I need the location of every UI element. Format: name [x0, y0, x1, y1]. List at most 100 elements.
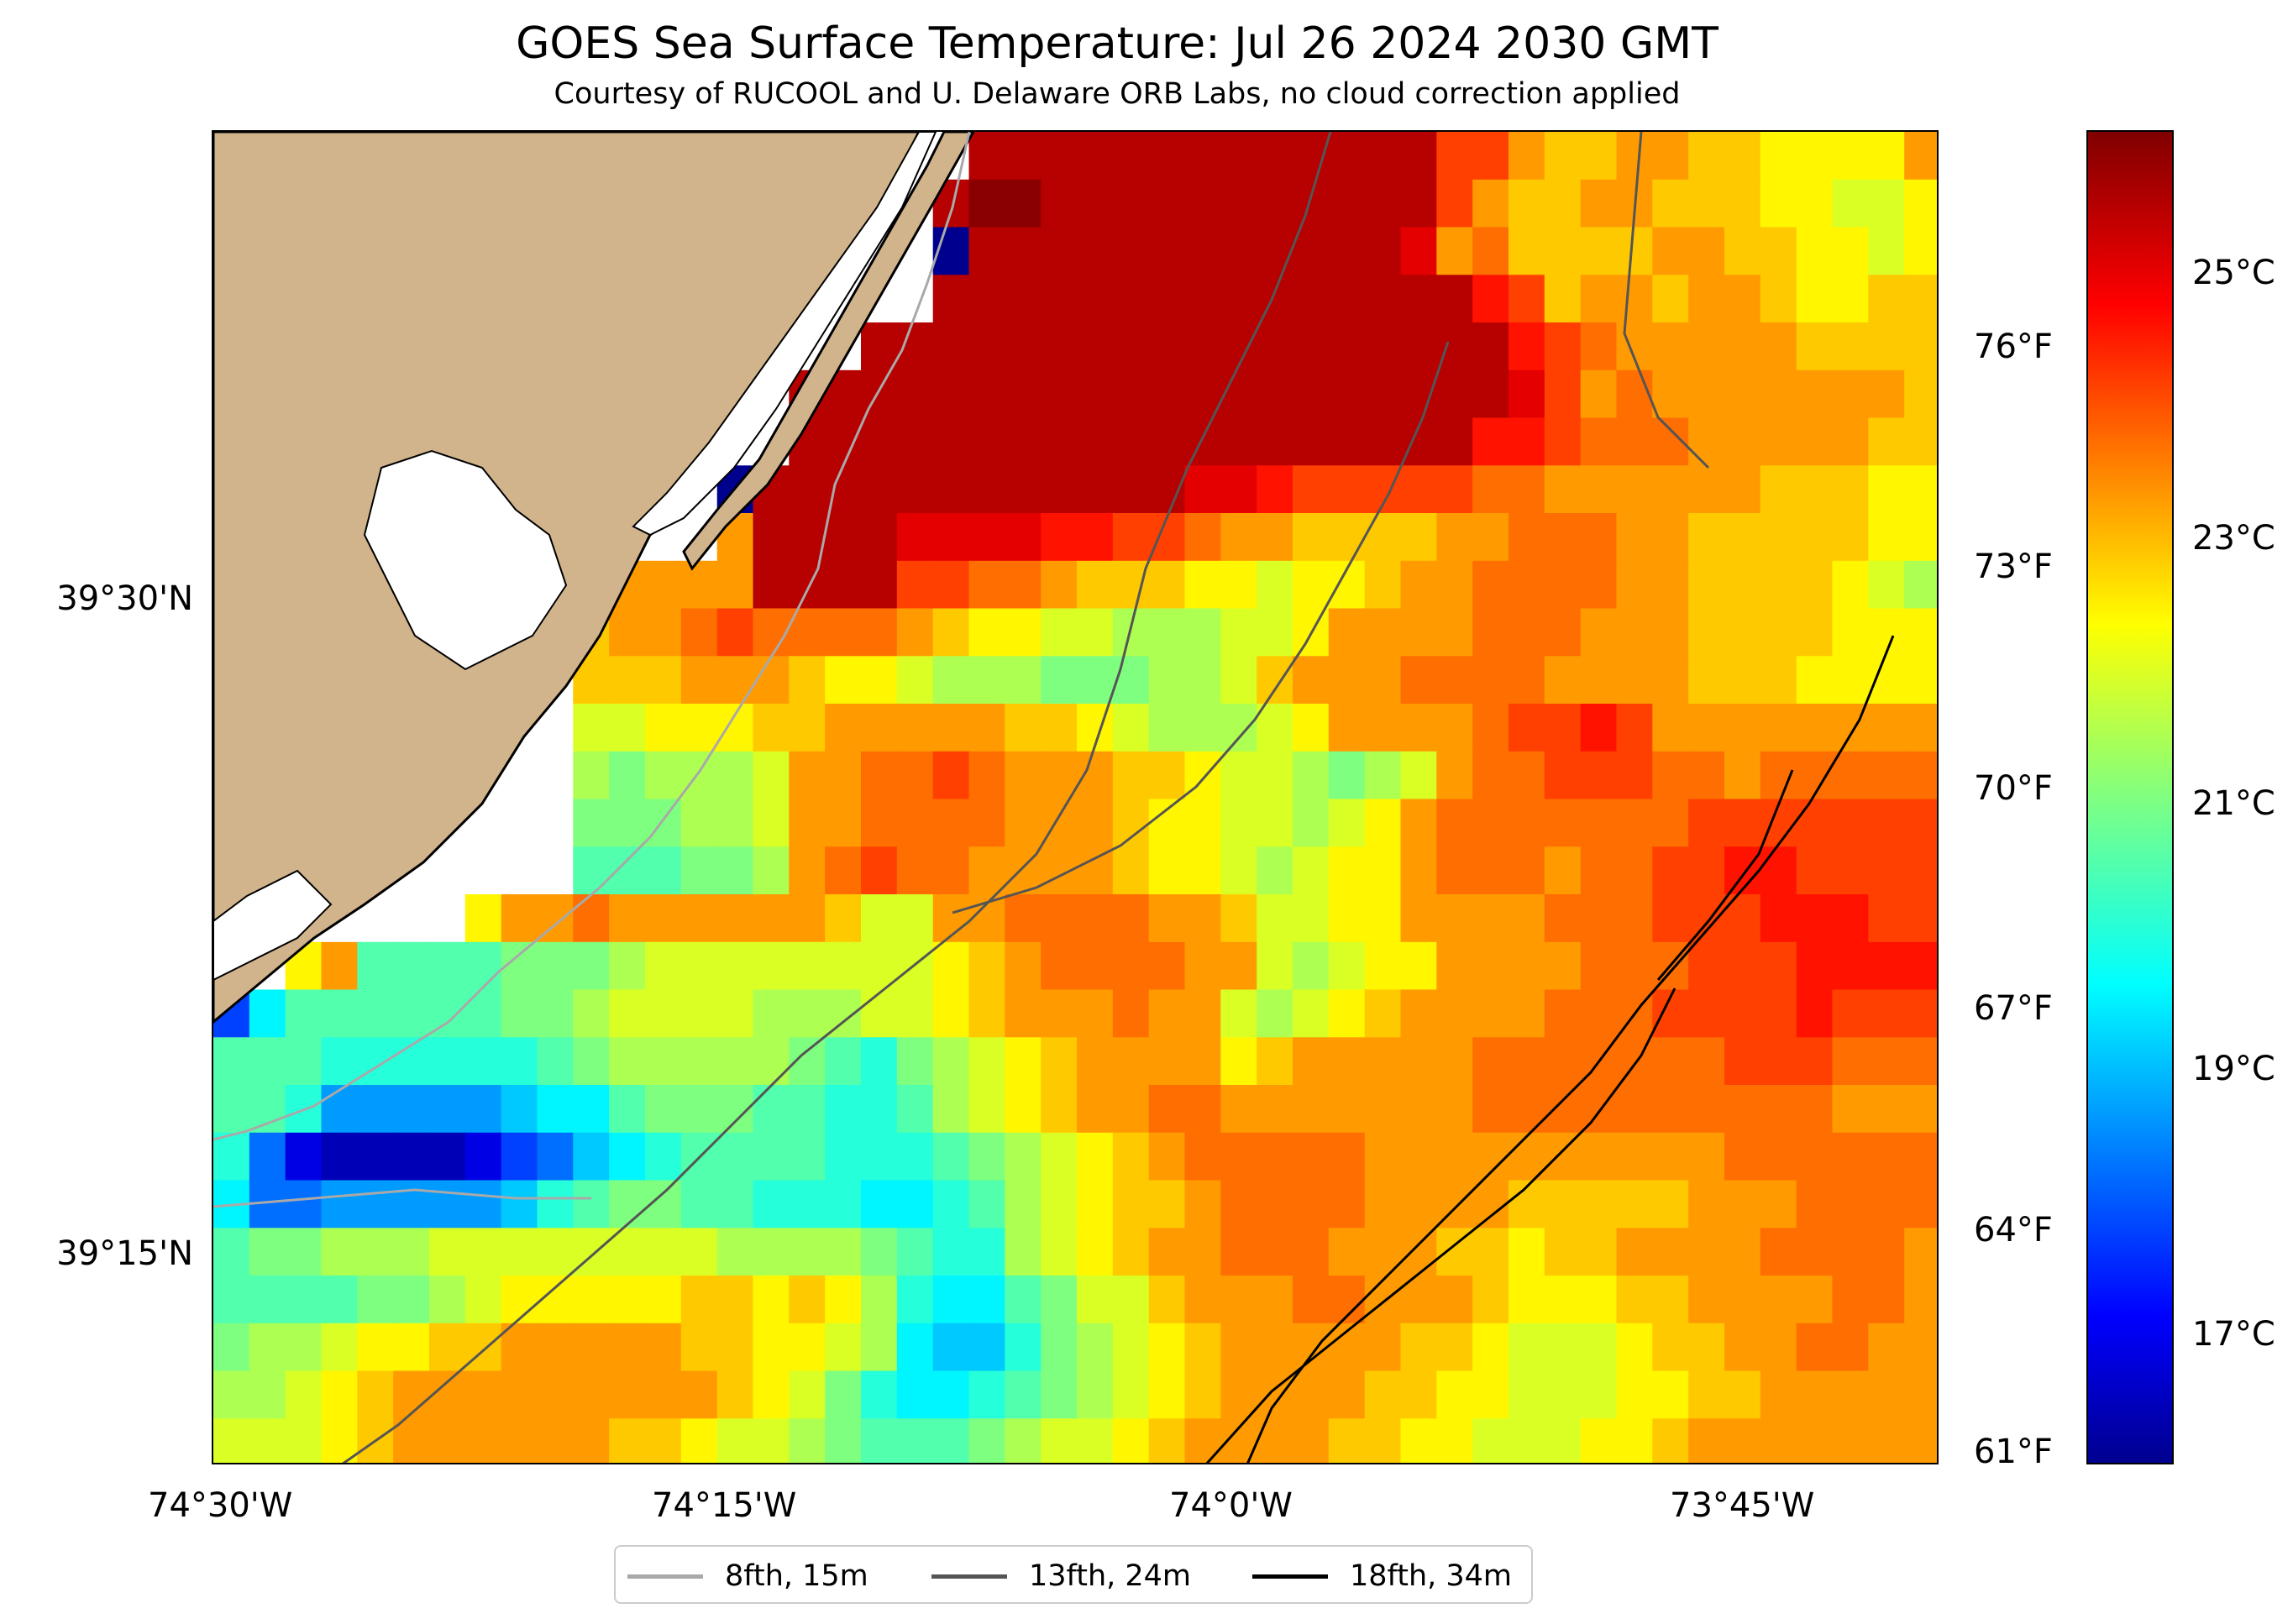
sst-cell [1724, 1323, 1761, 1372]
sst-cell [1184, 465, 1222, 514]
sst-cell [393, 1323, 430, 1372]
sst-cell [249, 1228, 286, 1276]
sst-cell [1257, 560, 1293, 610]
sst-cell [1112, 1037, 1150, 1086]
sst-cell [357, 1276, 394, 1324]
sst-cell [1832, 1370, 1870, 1419]
sst-cell [680, 1037, 718, 1086]
sst-cell [1509, 1037, 1545, 1086]
sst-cell [825, 513, 862, 562]
sst-cell [1400, 989, 1438, 1038]
sst-cell [429, 1228, 466, 1276]
sst-cell [1148, 417, 1186, 466]
sst-cell [645, 846, 682, 895]
sst-cell [1364, 179, 1402, 228]
sst-cell [1652, 608, 1689, 657]
sst-cell [968, 1037, 1006, 1086]
sst-cell [1293, 1418, 1330, 1463]
sst-cell [1148, 1037, 1186, 1086]
sst-cell [716, 1276, 754, 1324]
sst-cell [249, 1418, 286, 1463]
sst-cell [285, 1370, 323, 1419]
sst-cell [1293, 1180, 1330, 1228]
sst-cell [1724, 1132, 1761, 1181]
sst-cell [1580, 369, 1618, 419]
sst-cell [1796, 1180, 1834, 1228]
contour-legend: 8fth, 15m 13fth, 24m 18fth, 34m [614, 1545, 1533, 1604]
sst-cell [1796, 513, 1834, 562]
sst-cell [1328, 513, 1366, 562]
sst-cell [1616, 275, 1654, 323]
sst-cell [1293, 846, 1330, 895]
sst-cell [968, 179, 1006, 228]
sst-cell [1436, 941, 1473, 991]
sst-cell [1724, 465, 1761, 514]
sst-cell [573, 1085, 610, 1134]
sst-cell [1364, 1037, 1402, 1086]
sst-cell [753, 1228, 790, 1276]
sst-cell [1652, 1132, 1689, 1181]
sst-cell [645, 894, 682, 943]
sst-cell [1832, 513, 1870, 562]
sst-cell [1364, 941, 1402, 991]
sst-cell [1112, 322, 1150, 371]
sst-cell [1257, 179, 1293, 228]
sst-cell [1184, 1276, 1222, 1324]
sst-cell [1832, 799, 1870, 847]
sst-cell [429, 1180, 466, 1228]
sst-cell [825, 751, 862, 800]
sst-cell [1005, 1276, 1042, 1324]
sst-cell [1220, 894, 1257, 943]
lon-tick-label: 73°45'W [1670, 1486, 1815, 1525]
sst-cell [896, 846, 934, 895]
sst-cell [1041, 1276, 1078, 1324]
sst-cell [1364, 1276, 1402, 1324]
sst-cell [1328, 846, 1366, 895]
sst-cell [1436, 1085, 1473, 1134]
sst-cell [464, 894, 502, 943]
sst-cell [1293, 704, 1330, 752]
sst-cell [1293, 322, 1330, 371]
sst-cell [1293, 941, 1330, 991]
sst-cell [1364, 846, 1402, 895]
sst-map[interactable] [212, 130, 1939, 1464]
sst-cell [1580, 799, 1618, 847]
sst-cell [861, 1037, 898, 1086]
sst-cell [1544, 799, 1582, 847]
sst-cell [1112, 179, 1150, 228]
sst-cell [1904, 1037, 1937, 1086]
sst-cell [1436, 751, 1473, 800]
sst-cell [1832, 417, 1870, 466]
sst-cell [1077, 465, 1114, 514]
sst-cell [1544, 275, 1582, 323]
sst-cell [1112, 513, 1150, 562]
sst-cell [1005, 1132, 1042, 1181]
sst-cell [1328, 989, 1366, 1038]
sst-cell [285, 1418, 323, 1463]
sst-cell [861, 417, 898, 466]
sst-cell [1868, 1370, 1905, 1419]
sst-cell [1364, 656, 1402, 705]
sst-cell [1509, 369, 1545, 419]
sst-cell [896, 1418, 934, 1463]
sst-cell [1724, 1037, 1761, 1086]
sst-cell [1220, 1037, 1257, 1086]
sst-cell [1616, 846, 1654, 895]
sst-cell [1616, 1370, 1654, 1419]
contour-8fth-shoal [213, 1188, 591, 1208]
sst-cell [1796, 656, 1834, 705]
sst-cell [1796, 275, 1834, 323]
sst-cell [680, 1085, 718, 1134]
sst-cell [1472, 1323, 1509, 1372]
sst-cell [1544, 1276, 1582, 1324]
sst-cell [1544, 1418, 1582, 1463]
temperature-colorbar [2086, 130, 2174, 1464]
sst-cell [1112, 1370, 1150, 1419]
sst-cell [1904, 1132, 1937, 1181]
sst-cell [968, 560, 1006, 610]
sst-cell [1760, 132, 1797, 181]
sst-cell [1436, 1418, 1473, 1463]
sst-cell [1293, 179, 1330, 228]
contour-18fth-ridge [1246, 635, 1895, 1463]
sst-cell [1652, 1418, 1689, 1463]
